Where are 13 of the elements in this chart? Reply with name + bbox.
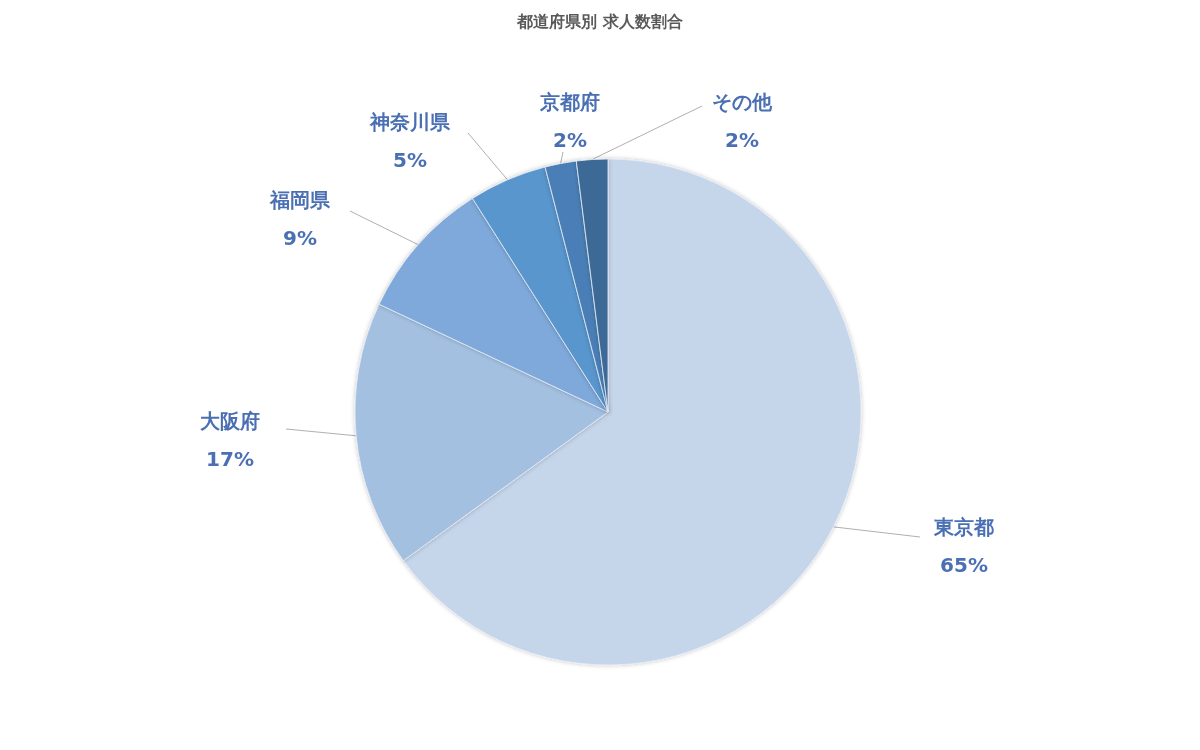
slice-label: その他 (712, 90, 773, 114)
data-label: 5% (393, 148, 427, 172)
slice-label: 神奈川県 (369, 110, 451, 134)
data-label: 2% (553, 128, 587, 152)
slice-label: 京都府 (539, 90, 600, 114)
data-label: 2% (725, 128, 759, 152)
slice-label: 東京都 (933, 515, 994, 539)
chart-title: 都道府県別 求人数割合 (516, 11, 683, 31)
data-label: 9% (283, 226, 317, 250)
data-label: 17% (206, 447, 254, 471)
slice-label: 大阪府 (200, 409, 260, 433)
data-label: 65% (940, 553, 988, 577)
slice-label: 福岡県 (269, 188, 331, 212)
